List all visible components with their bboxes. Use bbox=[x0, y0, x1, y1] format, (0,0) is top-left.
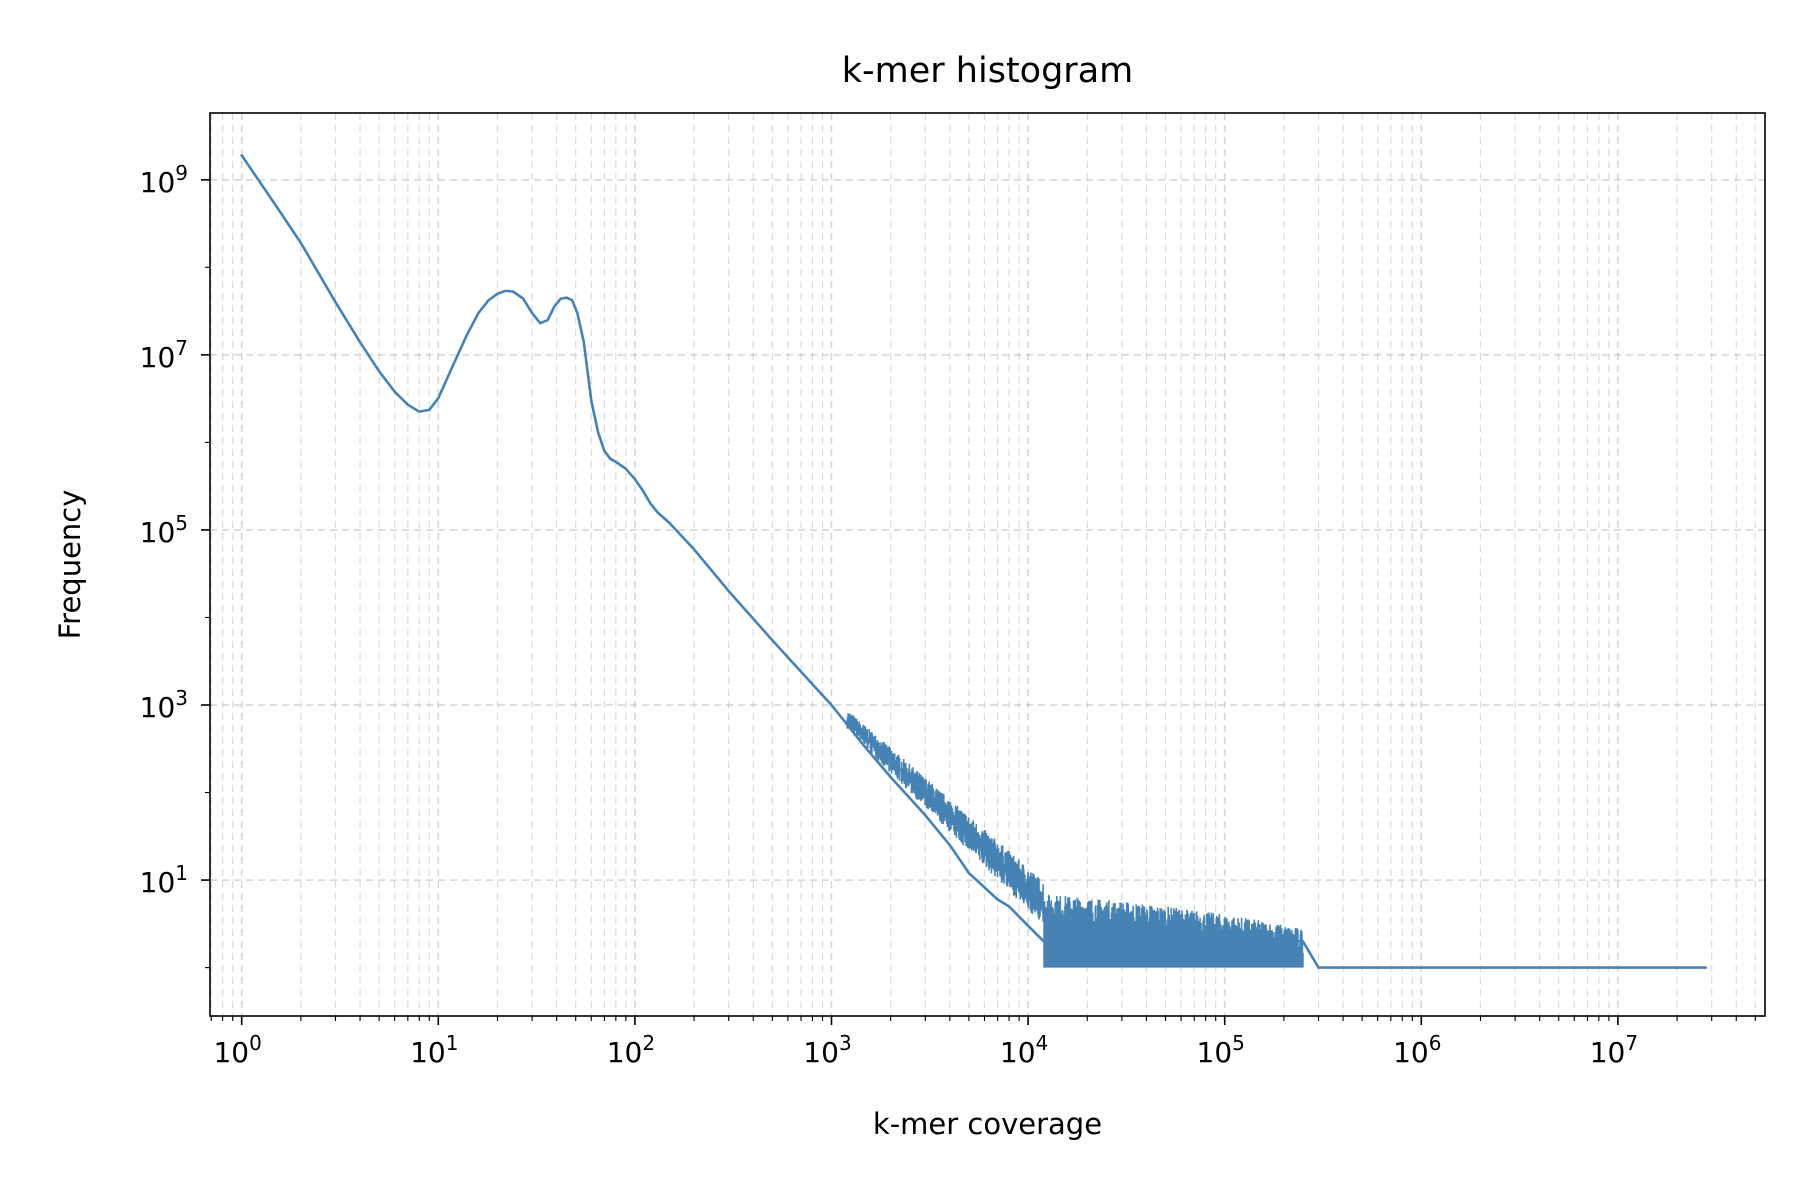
y-tick-label: 103 bbox=[140, 686, 188, 724]
x-tick-label: 102 bbox=[607, 1031, 655, 1069]
x-tick-label: 100 bbox=[213, 1031, 261, 1069]
chart-title: k-mer histogram bbox=[842, 51, 1133, 91]
y-tick-label: 107 bbox=[140, 336, 188, 374]
plot-area bbox=[240, 154, 1708, 969]
y-tick-label: 109 bbox=[140, 161, 188, 199]
tick-labels: 100 101 102 103 104 105 106 107 101 103 105 107 109 bbox=[140, 161, 1638, 1069]
x-axis-label: k-mer coverage bbox=[873, 1107, 1102, 1141]
x-tick-label: 104 bbox=[1000, 1031, 1048, 1069]
x-tick-label: 105 bbox=[1197, 1031, 1245, 1069]
series-noise-band bbox=[846, 713, 1304, 968]
grid bbox=[210, 113, 1765, 1016]
y-axis-label: Frequency bbox=[53, 490, 87, 640]
x-tick-label: 107 bbox=[1590, 1031, 1638, 1069]
y-tick-label: 101 bbox=[140, 861, 188, 899]
y-tick-label: 105 bbox=[140, 511, 188, 549]
x-tick-label: 101 bbox=[410, 1031, 458, 1069]
x-tick-label: 106 bbox=[1393, 1031, 1441, 1069]
axes-frame bbox=[209, 112, 1766, 1017]
x-tick-label: 103 bbox=[803, 1031, 851, 1069]
ticks bbox=[201, 179, 1756, 1025]
